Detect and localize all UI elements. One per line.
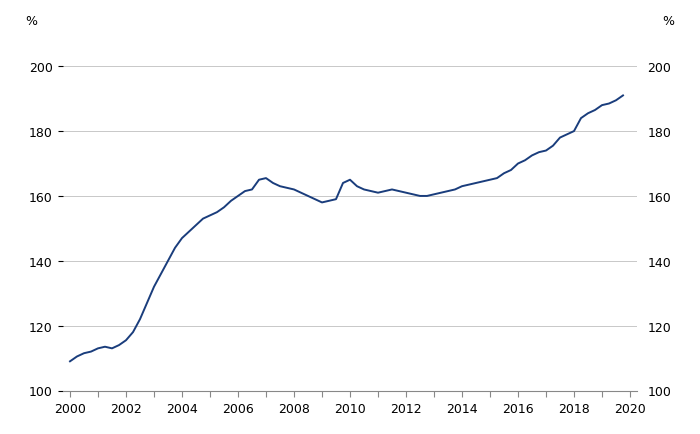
Text: %: %: [663, 15, 675, 28]
Text: %: %: [25, 15, 37, 28]
